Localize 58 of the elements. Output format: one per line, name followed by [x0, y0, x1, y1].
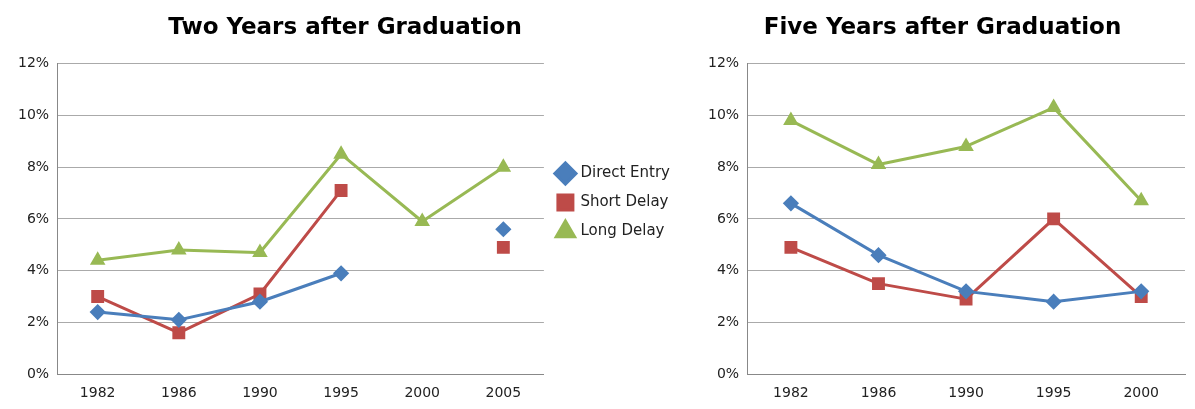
point [334, 146, 348, 159]
y-tick-label: 6% [716, 209, 740, 226]
x-tick-label: 2005 [485, 384, 522, 401]
point [1046, 294, 1062, 310]
y-tick-label: 6% [26, 209, 50, 226]
point [870, 247, 886, 263]
x-tick-label: 1982 [79, 384, 116, 401]
point [172, 242, 186, 255]
y-tick-label: 0% [26, 364, 50, 381]
x-tick-label: 2000 [404, 384, 441, 401]
y-tick-label: 12% [707, 54, 740, 71]
point [783, 195, 799, 211]
legend-label: Long Delay [580, 221, 665, 240]
y-tick-label: 4% [26, 261, 50, 278]
point [959, 138, 973, 151]
point [171, 312, 187, 328]
x-tick-label: 1990 [242, 384, 278, 401]
point [1133, 283, 1149, 299]
legend-label: Short Delay [580, 192, 669, 211]
x-tick-label: 2000 [1123, 384, 1160, 401]
x-tick-label: 1995 [323, 384, 359, 401]
y-tick-label: 2% [716, 313, 740, 330]
point [172, 326, 186, 340]
y-tick-label: 12% [17, 54, 50, 71]
y-tick-label: 0% [716, 364, 740, 381]
point [91, 290, 105, 303]
point [1046, 100, 1061, 113]
y-tick-label: 2% [26, 313, 50, 330]
point [90, 252, 105, 265]
point [90, 304, 106, 320]
legend-label: Direct Entry [580, 163, 671, 182]
point [784, 240, 798, 254]
point [958, 283, 974, 299]
x-tick-label: 1986 [161, 384, 197, 401]
point [1134, 193, 1148, 206]
point [1047, 212, 1061, 226]
x-tick-label: 1990 [948, 384, 984, 401]
y-tick-label: 8% [716, 157, 740, 174]
y-tick-label: 10% [17, 106, 50, 123]
point [495, 221, 511, 237]
y-tick-label: 4% [716, 261, 740, 278]
chart-title: Five Years after Graduation [763, 12, 1122, 39]
x-tick-label: 1995 [1035, 384, 1072, 401]
point [784, 113, 798, 126]
y-tick-label: 8% [26, 157, 50, 174]
point [333, 265, 349, 281]
point [496, 240, 510, 254]
point [253, 245, 267, 258]
x-tick-label: 1982 [773, 384, 809, 401]
chart-title: Two Years after Graduation [168, 12, 522, 39]
point [252, 294, 268, 310]
point [415, 213, 429, 226]
point [871, 157, 886, 170]
point [334, 183, 348, 197]
y-tick-label: 10% [707, 106, 740, 123]
x-tick-label: 1986 [860, 384, 897, 401]
point [872, 277, 885, 291]
point [496, 159, 511, 172]
